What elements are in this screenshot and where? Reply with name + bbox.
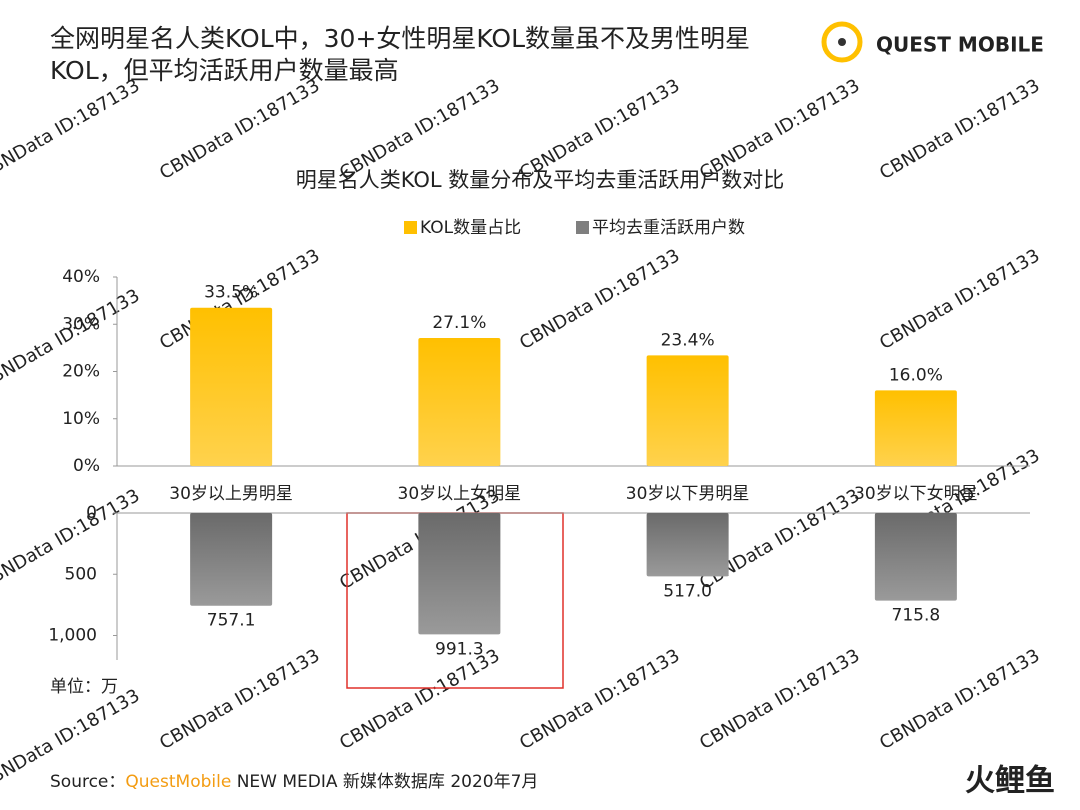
bar [418, 337, 501, 466]
legend-label: 平均去重活跃用户数 [592, 218, 745, 238]
watermark: CBNData ID:187133 [876, 75, 1043, 184]
unit-label: 单位：万 [50, 677, 118, 697]
watermark: CBNData ID:187133 [696, 645, 863, 754]
value-label: 517.0 [663, 581, 712, 601]
y-tick-label: 1,000 [48, 626, 97, 646]
watermark: CBNData ID:187133 [516, 645, 683, 754]
bar [874, 513, 957, 601]
watermark: CBNData ID:187133 [876, 645, 1043, 754]
source-brand: QuestMobile [125, 772, 231, 792]
logo-text: QUEST MOBILE [876, 33, 1044, 57]
y-tick-label: 20% [62, 362, 100, 382]
source-prefix: Source： [50, 772, 125, 792]
title-line: KOL，但平均活跃用户数量最高 [50, 56, 399, 85]
watermark: CBNData ID:187133 [516, 245, 683, 354]
y-tick-label: 0% [73, 456, 100, 476]
bar [874, 390, 957, 466]
watermark: CBNData ID:187133 [336, 645, 503, 754]
x-tick-label: 30岁以上女明星 [398, 484, 522, 504]
bar [418, 513, 501, 635]
x-tick-label: 30岁以下女明星 [854, 484, 978, 504]
watermark: CBNData ID:187133 [156, 645, 323, 754]
value-label: 33.5% [204, 283, 258, 303]
footer-logo: 火鲤鱼 [965, 764, 1055, 799]
y-tick-label: 10% [62, 409, 100, 429]
y-tick-label: 500 [65, 564, 97, 584]
bar [646, 513, 729, 577]
y-tick-label: 30% [62, 314, 100, 334]
chart-title: 明星名人类KOL 数量分布及平均去重活跃用户数对比 [296, 168, 785, 192]
value-label: 16.0% [889, 365, 943, 385]
source-text: NEW MEDIA 新媒体数据库 2020年7月 [231, 772, 538, 792]
watermark: CBNData ID:187133 [0, 75, 143, 184]
value-label: 27.1% [432, 313, 486, 333]
watermark: CBNData ID:187133 [876, 245, 1043, 354]
value-label: 757.1 [207, 611, 256, 631]
value-label: 991.3 [435, 639, 484, 659]
legend-label: KOL数量占比 [420, 218, 521, 238]
x-tick-label: 30岁以上男明星 [169, 484, 293, 504]
logo-icon [821, 21, 863, 63]
x-tick-label: 30岁以下男明星 [626, 484, 750, 504]
legend-swatch [576, 221, 589, 234]
bar [190, 513, 273, 606]
value-label: 23.4% [661, 330, 715, 350]
legend-swatch [404, 221, 417, 234]
bar [646, 355, 729, 466]
title-line: 全网明星名人类KOL中，30+女性明星KOL数量虽不及男性明星 [50, 24, 750, 53]
y-tick-label: 40% [62, 267, 100, 287]
y-tick-label: 0 [86, 503, 97, 523]
source: Source：QuestMobile NEW MEDIA 新媒体数据库 2020… [50, 772, 538, 792]
value-label: 715.8 [892, 606, 941, 626]
bar [190, 307, 273, 466]
